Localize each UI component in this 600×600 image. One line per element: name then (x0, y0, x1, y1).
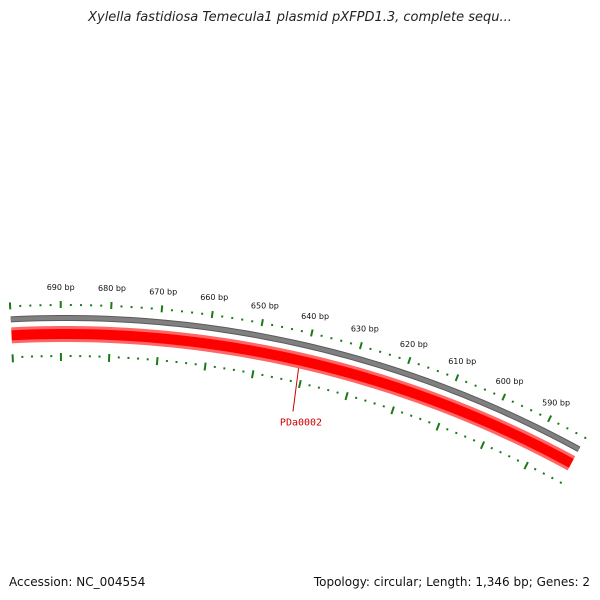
inner-minor-tick (463, 435, 467, 438)
inner-minor-tick (550, 476, 554, 480)
tick-label-640: 640 bp (301, 312, 329, 321)
outer-minor-tick (417, 363, 420, 366)
outer-major-tick (210, 310, 214, 319)
inner-minor-tick (400, 411, 404, 414)
inner-major-tick (155, 357, 159, 366)
gene-label-pda0002[interactable]: PDa0002 (280, 418, 322, 429)
inner-minor-tick (419, 417, 422, 421)
gene-label-leader (292, 368, 300, 412)
inner-minor-tick (490, 446, 494, 450)
inner-minor-tick (327, 388, 330, 392)
inner-major-tick (344, 391, 349, 401)
inner-minor-tick (559, 481, 563, 484)
inner-minor-tick (533, 467, 537, 471)
outer-major-tick (310, 329, 314, 337)
plasmid-backbone (10, 316, 580, 452)
outer-minor-tick (538, 413, 542, 416)
inner-major-tick (390, 406, 395, 415)
outer-minor-tick (575, 431, 578, 435)
inner-major-tick (298, 379, 302, 389)
outer-major-tick (407, 356, 412, 365)
outer-major-tick (547, 415, 553, 423)
outer-minor-tick (566, 426, 569, 430)
tick-label-610: 610 bp (448, 357, 476, 366)
inner-minor-tick (499, 450, 502, 454)
inner-minor-tick (382, 405, 386, 408)
tick-label-600: 600 bp (496, 377, 524, 386)
outer-minor-tick (529, 408, 533, 412)
gene-track-glow (11, 326, 576, 471)
inner-minor-tick (428, 421, 431, 424)
outer-tick-ring (8, 301, 587, 440)
inner-major-tick (203, 362, 207, 371)
accession-text: Accession: NC_004554 (9, 575, 146, 589)
outer-minor-tick (388, 353, 392, 357)
tick-label-590: 590 bp (542, 399, 570, 408)
outer-minor-tick (557, 422, 560, 426)
tick-label-620: 620 bp (400, 340, 428, 349)
outer-minor-tick (583, 436, 587, 440)
outer-minor-tick (483, 388, 487, 391)
inner-minor-tick (516, 459, 520, 462)
topology-summary-text: Topology: circular; Length: 1,346 bp; Ge… (313, 575, 590, 589)
inner-minor-tick (472, 439, 476, 442)
inner-minor-tick (373, 402, 376, 405)
tick-label-630: 630 bp (351, 325, 379, 334)
inner-major-tick (435, 422, 441, 431)
inner-minor-tick (507, 454, 511, 458)
outer-major-tick (160, 305, 164, 313)
outer-major-tick (454, 374, 460, 382)
outer-minor-tick (369, 347, 372, 351)
outer-minor-tick (398, 356, 401, 360)
inner-tick-ring (11, 353, 563, 484)
outer-minor-tick (446, 373, 449, 376)
outer-minor-tick (474, 384, 477, 387)
outer-minor-tick (427, 366, 430, 369)
outer-minor-tick (339, 339, 343, 342)
outer-major-tick (358, 341, 363, 350)
inner-major-tick (479, 441, 486, 450)
inner-minor-tick (336, 391, 339, 394)
outer-minor-tick (349, 342, 353, 345)
tick-label-690: 690 bp (47, 283, 75, 292)
inner-minor-tick (364, 399, 367, 402)
map-title: Xylella fastidiosa Temecula1 plasmid pXF… (88, 10, 512, 25)
gene-pda0002-arc[interactable] (11, 329, 574, 468)
outer-minor-tick (378, 350, 382, 354)
tick-label-680: 680 bp (98, 284, 126, 293)
inner-minor-tick (446, 427, 449, 431)
outer-major-tick (260, 318, 264, 327)
outer-minor-tick (492, 392, 496, 395)
inner-minor-tick (409, 414, 413, 417)
outer-minor-tick (511, 400, 515, 404)
tick-label-660: 660 bp (200, 293, 228, 302)
outer-minor-tick (464, 380, 468, 384)
outer-minor-tick (436, 369, 440, 373)
tick-label-650: 650 bp (251, 301, 279, 310)
outer-major-tick (501, 393, 507, 401)
inner-major-tick (523, 461, 529, 470)
inner-minor-tick (454, 431, 458, 435)
tick-label-670: 670 bp (149, 287, 177, 296)
inner-minor-tick (542, 472, 546, 475)
inner-minor-tick (354, 396, 358, 400)
inner-major-tick (251, 370, 255, 379)
outer-minor-tick (520, 404, 524, 408)
tick-label-ring: 590 bp 600 bp 610 bp 620 bp 630 bp 640 bp 650 … (47, 283, 570, 408)
